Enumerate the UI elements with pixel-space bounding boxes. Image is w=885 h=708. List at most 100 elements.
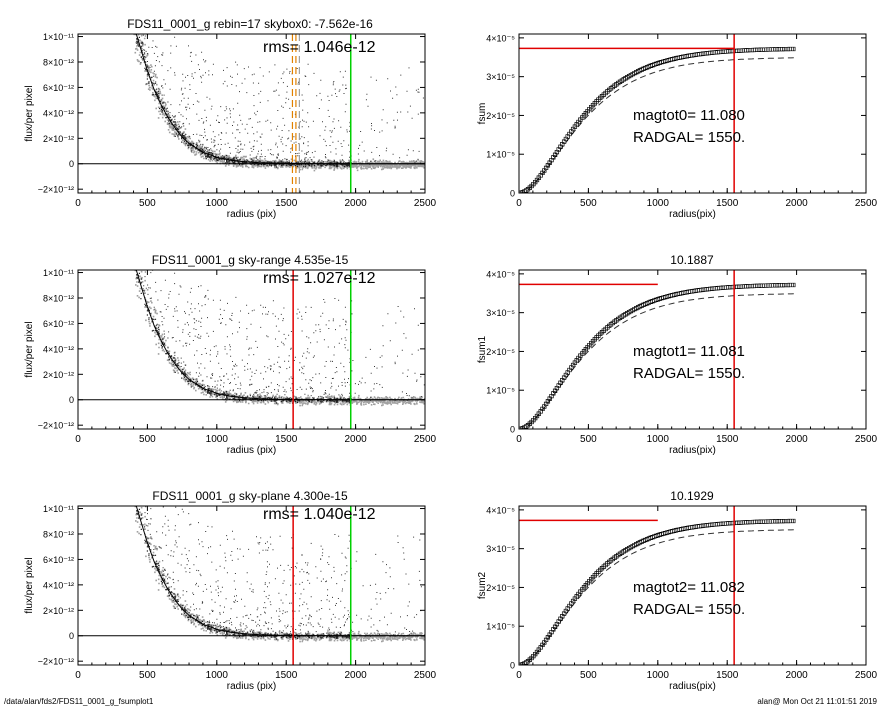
y-tick-label: 4×10⁻⁵: [486, 505, 515, 515]
cumulative-point-set: [519, 282, 796, 429]
y-tick-label: −2×10⁻¹²: [38, 185, 74, 195]
x-axis-label: radius(pix): [669, 681, 716, 692]
chart-title: 10.1887: [670, 253, 714, 267]
y-tick-label: 2×10⁻⁵: [486, 583, 515, 593]
x-tick-label: 2000: [344, 198, 367, 209]
y-tick-label: 6×10⁻¹²: [43, 319, 74, 329]
y-tick-label: 0: [510, 425, 515, 435]
model-curve: [519, 57, 794, 193]
y-axis-label: flux/per pixel: [24, 321, 35, 377]
x-tick-label: 500: [139, 198, 156, 209]
y-tick-label: 4×10⁻¹²: [43, 344, 74, 354]
y-tick-label: 2×10⁻⁵: [486, 347, 515, 357]
plot-area: [78, 34, 425, 193]
x-tick-label: 0: [516, 670, 522, 681]
y-axis-label: fsum: [477, 103, 488, 125]
x-tick-label: 2000: [785, 670, 808, 681]
y-tick-label: 2×10⁻¹²: [43, 134, 74, 144]
x-tick-label: 2000: [785, 434, 808, 445]
y-tick-label: 3×10⁻⁵: [486, 544, 515, 554]
x-tick-label: 1500: [716, 198, 739, 209]
profile-curve: [135, 270, 425, 401]
y-axis-label: flux/per pixel: [24, 85, 35, 141]
y-tick-label: 3×10⁻⁵: [486, 72, 515, 82]
axes-frame: [518, 269, 867, 430]
footer-file-path: /data/alan/fds2/FDS11_0001_g_fsumplot1: [4, 697, 154, 706]
y-tick-label: 8×10⁻¹²: [43, 57, 74, 67]
footer-user-timestamp: alan@ Mon Oct 21 11:01:51 2019: [757, 697, 877, 706]
x-tick-label: 0: [75, 670, 81, 681]
x-tick-label: 1500: [716, 434, 739, 445]
y-tick-label: 4×10⁻¹²: [43, 108, 74, 118]
x-tick-label: 500: [580, 434, 597, 445]
x-tick-label: 0: [75, 198, 81, 209]
annotation-0: magtot1= 11.081: [633, 343, 745, 360]
panel-flux-2: 0 500 1000 1500 2000 2500−2×10⁻¹²02×10⁻¹²4×10…: [24, 253, 437, 456]
annotation-0: rms= 1.040e-12: [263, 506, 376, 523]
outlier-pixels: [142, 506, 425, 637]
x-tick-label: 2500: [855, 670, 878, 681]
x-axis-label: radius (pix): [227, 681, 276, 692]
y-tick-label: 1×10⁻⁵: [486, 622, 515, 632]
y-tick-label: 1×10⁻⁵: [486, 150, 515, 160]
y-tick-label: 4×10⁻⁵: [486, 269, 515, 279]
model-curve: [519, 529, 794, 665]
axes-frame: [77, 33, 426, 194]
plot-area: [519, 270, 796, 429]
plot-area: [78, 270, 425, 429]
plot-area: [519, 506, 796, 665]
x-tick-label: 0: [75, 434, 81, 445]
pixel-cloud: [134, 270, 425, 407]
x-tick-label: 1500: [716, 670, 739, 681]
x-tick-label: 1000: [647, 198, 670, 209]
cumulative-points: [519, 46, 796, 193]
cumulative-points: [519, 518, 796, 665]
pixel-cloud: [134, 506, 425, 643]
y-tick-label: 0: [69, 631, 74, 641]
y-axis-label: flux/per pixel: [24, 557, 35, 613]
x-tick-label: 500: [139, 670, 156, 681]
x-tick-label: 2000: [785, 198, 808, 209]
y-tick-label: 0: [510, 189, 515, 199]
annotation-0: magtot0= 11.080: [633, 107, 745, 124]
axes-frame: [518, 505, 867, 666]
cumulative-point-set: [519, 518, 796, 665]
cumulative-points: [519, 282, 796, 429]
panel-fsum-1: 0 500 1000 1500 2000 2500 0 1×10⁻⁵ 2×10⁻⁵ 3×10⁻⁵ 4…: [477, 253, 878, 456]
y-axis-label: fsum2: [477, 571, 488, 599]
y-tick-label: 1×10⁻¹¹: [43, 268, 74, 278]
chart-title: FDS11_0001_g sky-plane 4.300e-15: [152, 489, 348, 503]
model-curve: [519, 293, 794, 429]
annotation-0: rms= 1.027e-12: [263, 270, 376, 287]
panel-flux-1: 0 500 1000 1500 2000 2500−2×10⁻¹²02×10⁻¹²4×10…: [24, 17, 437, 220]
y-tick-label: 4×10⁻¹²: [43, 580, 74, 590]
x-tick-label: 2500: [414, 434, 437, 445]
y-tick-label: 6×10⁻¹²: [43, 555, 74, 565]
annotation-0: rms= 1.046e-12: [263, 39, 376, 56]
y-tick-label: 2×10⁻¹²: [43, 606, 74, 616]
x-axis-label: radius (pix): [227, 445, 276, 456]
panels: 0 500 1000 1500 2000 2500−2×10⁻¹²02×10⁻¹²4×10…: [24, 17, 878, 692]
y-tick-label: 0: [69, 395, 74, 405]
y-tick-label: −2×10⁻¹²: [38, 421, 74, 431]
axes-frame: [77, 269, 426, 430]
x-tick-label: 500: [580, 198, 597, 209]
y-tick-label: 1×10⁻⁵: [486, 386, 515, 396]
y-tick-label: 4×10⁻⁵: [486, 33, 515, 43]
annotation-1: RADGAL= 1550.: [633, 129, 745, 146]
x-tick-label: 2500: [414, 670, 437, 681]
axes-frame: [518, 33, 867, 194]
y-tick-label: 2×10⁻⁵: [486, 111, 515, 121]
y-tick-label: 8×10⁻¹²: [43, 293, 74, 303]
annotation-0: magtot2= 11.082: [633, 579, 745, 596]
x-tick-label: 1000: [206, 198, 229, 209]
x-tick-label: 2500: [414, 198, 437, 209]
annotation-1: RADGAL= 1550.: [633, 601, 745, 618]
axes-frame: [77, 505, 426, 666]
cumulative-point-set: [519, 46, 796, 193]
y-tick-label: 6×10⁻¹²: [43, 83, 74, 93]
annotation-1: RADGAL= 1550.: [633, 365, 745, 382]
x-tick-label: 2000: [344, 670, 367, 681]
x-tick-label: 0: [516, 198, 522, 209]
